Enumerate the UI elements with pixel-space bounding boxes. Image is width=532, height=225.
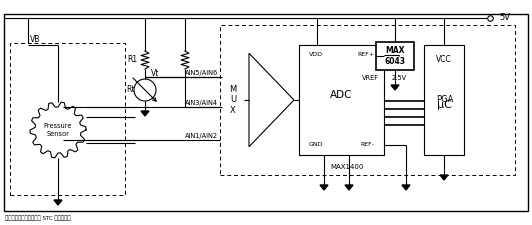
- Polygon shape: [141, 111, 149, 116]
- Bar: [299, 45, 384, 155]
- Text: PGA: PGA: [436, 95, 454, 104]
- Polygon shape: [440, 175, 448, 180]
- Text: REF+: REF+: [357, 52, 374, 58]
- Polygon shape: [402, 185, 410, 190]
- Text: μC: μC: [437, 100, 452, 110]
- Bar: [220, 25, 515, 175]
- Polygon shape: [345, 185, 353, 190]
- Text: REF-: REF-: [360, 142, 374, 148]
- Text: GND: GND: [309, 142, 323, 148]
- Bar: [424, 45, 464, 155]
- Polygon shape: [54, 200, 62, 205]
- Text: MAX
6043: MAX 6043: [385, 46, 405, 66]
- Text: AIN1/AIN2: AIN1/AIN2: [185, 133, 218, 139]
- Polygon shape: [391, 85, 399, 90]
- Bar: [4, 14, 528, 211]
- Polygon shape: [320, 185, 328, 190]
- Text: R1: R1: [127, 56, 137, 65]
- Text: ADC: ADC: [330, 90, 353, 100]
- Text: 2.5V: 2.5V: [392, 75, 407, 81]
- Text: AIN5/AIN6: AIN5/AIN6: [185, 70, 218, 76]
- Text: Rt: Rt: [127, 86, 135, 94]
- Text: 5V: 5V: [500, 14, 511, 22]
- Bar: [376, 42, 414, 70]
- Text: 電流驅動式傳感器如何對 STC 進行補償？: 電流驅動式傳感器如何對 STC 進行補償？: [5, 215, 71, 221]
- Text: M
U
X: M U X: [229, 85, 237, 115]
- Text: Pressure
Sensor: Pressure Sensor: [44, 124, 72, 137]
- Bar: [222, 45, 244, 155]
- Text: AIN3/AIN4: AIN3/AIN4: [185, 100, 218, 106]
- Text: VDD: VDD: [309, 52, 323, 58]
- Text: VREF: VREF: [362, 75, 379, 81]
- Text: MAX1400: MAX1400: [331, 164, 364, 170]
- Bar: [10, 43, 125, 195]
- Text: Vt: Vt: [151, 68, 160, 77]
- Text: VCC: VCC: [436, 56, 452, 65]
- Text: VB: VB: [30, 36, 40, 45]
- Polygon shape: [249, 53, 294, 147]
